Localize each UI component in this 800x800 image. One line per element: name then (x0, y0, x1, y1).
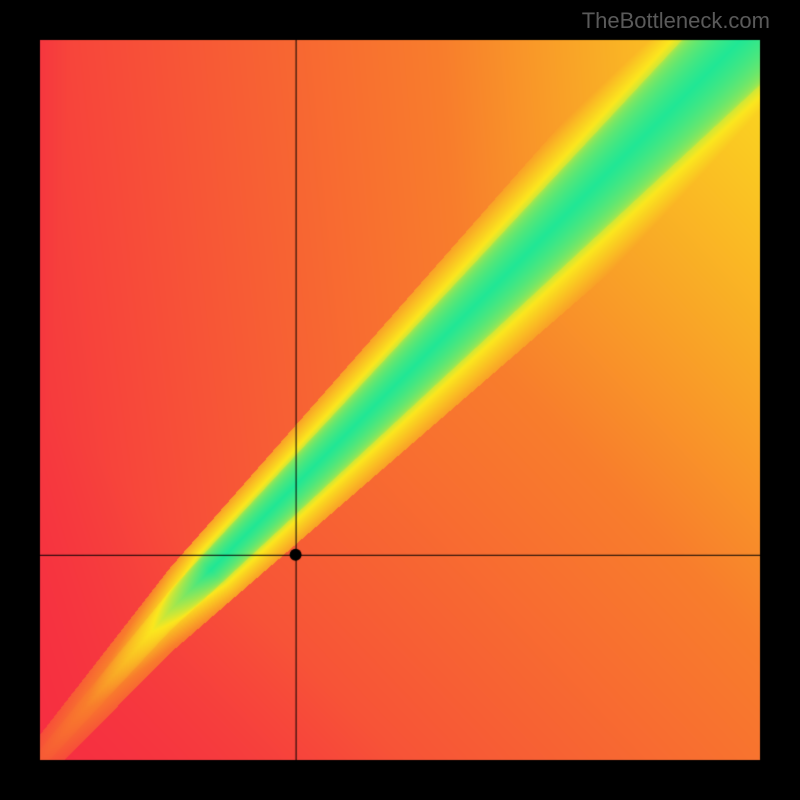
bottleneck-heatmap (0, 0, 800, 800)
chart-container: TheBottleneck.com (0, 0, 800, 800)
watermark-text: TheBottleneck.com (582, 8, 770, 34)
